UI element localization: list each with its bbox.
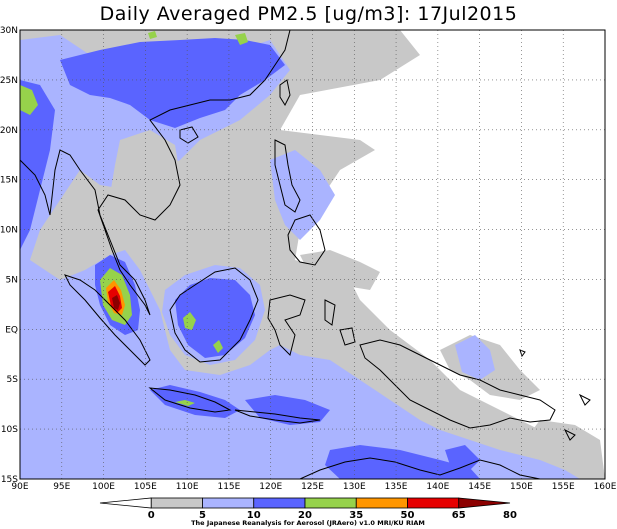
lon-tick-label: 150E (510, 482, 533, 492)
pm25-region-20-35-timor (325, 445, 480, 479)
pm25-region-35-50-china-b (148, 31, 157, 39)
colorbar: 0 5 10 20 35 50 65 80 The Japanese Reanalysis fo… (99, 497, 517, 527)
pm25-region-5-10-pacific (300, 250, 380, 290)
coastline-hainan (179, 126, 199, 144)
lon-tick-label: 130E (343, 482, 366, 492)
lat-tick-label: EQ (5, 325, 18, 335)
coastline-halmahera (339, 327, 356, 346)
lon-tick-label: 160E (594, 482, 617, 492)
lon-tick-label: 135E (385, 482, 408, 492)
colorbar-segment (355, 497, 408, 509)
lat-tick-label: 5S (7, 375, 19, 385)
colorbar-segment (407, 497, 460, 509)
grid-lines (20, 30, 605, 479)
lon-tick-labels: 90E 95E 100E 105E 110E 115E 120E 125E 130E 135E 14… (11, 482, 616, 492)
lat-tick-label: 15S (1, 475, 18, 485)
colorbar-segment (253, 497, 306, 509)
colorbar-label: 35 (349, 510, 363, 521)
lon-tick-label: 100E (92, 482, 115, 492)
lon-tick-label: 105E (134, 482, 157, 492)
colorbar-segment (202, 497, 255, 509)
coastline-luzon (274, 139, 301, 213)
colorbar-label: 65 (452, 510, 466, 521)
lat-tick-label: 20N (0, 126, 18, 136)
credit-text: The Japanese Reanalysis for Aerosol (JRA… (191, 519, 425, 527)
colorbar-segment (99, 497, 152, 509)
pm25-region-35-50-borneo-a (183, 312, 196, 330)
coastline-australia (299, 457, 541, 479)
coastline-mainland-asia (20, 30, 291, 316)
pm25-region-5-10-sea (95, 130, 180, 250)
lat-tick-labels: 30N 25N 20N 15N 10N 5N EQ 5S 10S 15S (0, 26, 18, 485)
colorbar-label: 80 (503, 510, 517, 521)
colorbar-segment (458, 497, 511, 509)
pm25-region-20-35-banda (245, 395, 330, 425)
coastline-java (148, 387, 232, 413)
lon-tick-label: 120E (259, 482, 282, 492)
pm25-region-gt80 (112, 295, 120, 310)
lat-tick-label: 30N (0, 26, 18, 36)
pm25-region-20-35-borneo (175, 278, 255, 358)
pm25-region-20-35-java (150, 385, 240, 418)
lat-tick-label: 10S (1, 425, 18, 435)
coastline-sulawesi (267, 294, 306, 356)
pm25-region-10-20-png (455, 335, 495, 380)
colorbar-label: 10 (247, 510, 261, 521)
coastline-borneo (169, 267, 259, 363)
lon-tick-label: 110E (176, 482, 199, 492)
plot-frame (19, 29, 606, 480)
lon-tick-label: 95E (53, 482, 70, 492)
colorbar-segment (150, 497, 203, 509)
lon-tick-label: 115E (217, 482, 240, 492)
coastline-lesser-sunda (234, 409, 321, 424)
coastline-sumatra (64, 274, 151, 366)
coastline-new-guinea (359, 339, 556, 429)
lat-tick-label: 10N (0, 226, 18, 236)
pm25-region-35-50-china (235, 33, 248, 45)
coastline-taiwan (279, 79, 291, 107)
pm25-region-35-50-borneo-b (213, 340, 223, 353)
lat-tick-label: 15N (0, 176, 18, 186)
colorbar-label: 20 (298, 510, 312, 521)
colorbar-label: 5 (199, 510, 206, 521)
lat-tick-label: 5N (6, 275, 18, 285)
pm25-region-10-20-luzon (270, 150, 335, 240)
lon-tick-label: 155E (552, 482, 575, 492)
coastline-mindanao (287, 214, 326, 266)
map-title: Daily Averaged PM2.5 [ug/m3]: 17Jul2015 (99, 3, 518, 25)
coastlines (20, 30, 591, 479)
coastline-maluku (324, 299, 336, 326)
pm25-region-5-10-scs (182, 170, 265, 245)
lon-tick-label: 125E (301, 482, 324, 492)
lon-tick-label: 145E (468, 482, 491, 492)
colorbar-segment (304, 497, 357, 509)
pm25-region-20-35-india (20, 80, 55, 250)
colorbar-label: 0 (148, 510, 155, 521)
lat-tick-label: 25N (0, 76, 18, 86)
pm25-region-35-50-india (20, 85, 38, 115)
lon-tick-label: 90E (11, 482, 28, 492)
lon-tick-label: 140E (426, 482, 449, 492)
coastline-islands (519, 349, 591, 441)
pm25-region-35-50-java (175, 400, 195, 406)
pm25-region-20-35-southchina (60, 38, 285, 128)
colorbar-label: 50 (401, 510, 415, 521)
